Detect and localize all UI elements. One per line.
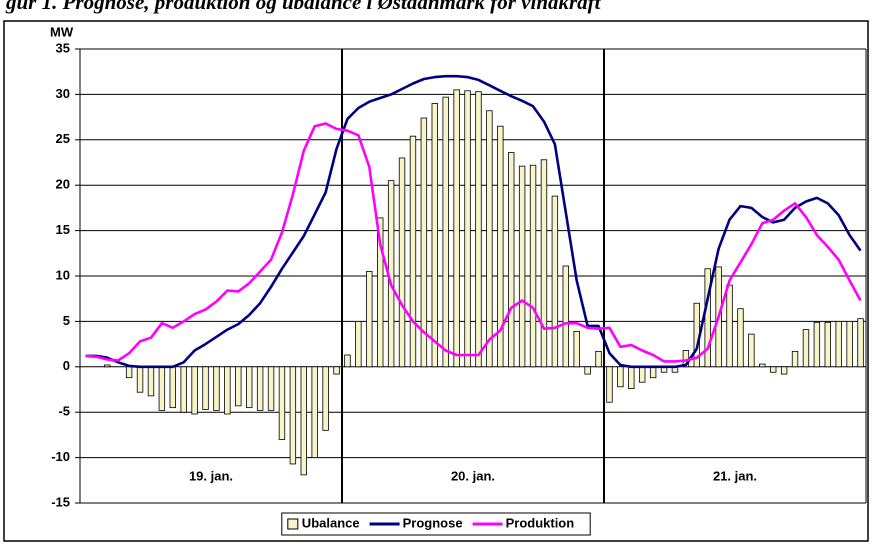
bar <box>475 91 482 368</box>
y-axis-label: MW <box>50 24 74 39</box>
y-tick-label: -10 <box>51 449 70 464</box>
bar <box>759 363 766 368</box>
bar <box>366 271 373 368</box>
bar <box>125 366 133 379</box>
y-tick-label: 5 <box>63 313 70 328</box>
bar <box>322 366 329 431</box>
bar <box>311 366 318 458</box>
y-tick-label: 35 <box>56 40 70 55</box>
bar <box>278 366 286 440</box>
bar <box>355 320 362 368</box>
bar <box>770 366 777 373</box>
caption: gur 1. Prognose, produktion og ubalance … <box>5 0 602 14</box>
bar <box>256 366 264 411</box>
line <box>85 74 862 369</box>
bar <box>628 366 635 389</box>
x-group-label: 19. jan. <box>189 468 233 483</box>
bar <box>169 366 176 409</box>
bar <box>442 96 449 368</box>
bar <box>486 110 493 368</box>
bar <box>518 165 526 368</box>
legend-label: Produktion <box>506 515 575 530</box>
bar <box>235 366 242 407</box>
bar <box>540 159 548 368</box>
bar <box>158 366 166 411</box>
bar <box>300 366 307 476</box>
bar <box>813 321 821 368</box>
y-tick-label: 25 <box>56 131 70 146</box>
bar <box>617 366 624 388</box>
y-tick-label: 15 <box>56 222 70 237</box>
y-tick-label: 10 <box>56 267 70 282</box>
legend-swatch <box>287 518 299 530</box>
x-group-label: 21. jan. <box>713 468 757 483</box>
bar <box>431 103 438 368</box>
bar <box>639 366 646 383</box>
bar <box>213 366 220 411</box>
bar <box>497 125 504 368</box>
bar <box>398 157 406 368</box>
bar <box>191 366 198 415</box>
bar <box>726 284 733 368</box>
bar <box>453 89 460 368</box>
bar <box>606 366 613 403</box>
bar <box>202 366 209 410</box>
line <box>85 122 862 363</box>
bar <box>529 164 537 368</box>
y-tick-label: 0 <box>63 358 70 373</box>
bar <box>802 329 810 368</box>
bar <box>267 366 275 411</box>
bar <box>420 117 428 368</box>
y-tick-label: -5 <box>58 404 70 419</box>
bar <box>748 333 755 368</box>
bar <box>791 350 799 368</box>
x-group-label: 20. jan. <box>451 468 495 483</box>
bar <box>409 135 417 368</box>
bar <box>649 366 657 379</box>
y-tick-label: -15 <box>51 494 70 509</box>
chart-frame <box>3 20 869 542</box>
bar <box>857 318 864 368</box>
bar <box>562 265 569 368</box>
bar <box>104 364 111 368</box>
bar <box>377 217 384 368</box>
bar <box>289 366 297 465</box>
bar <box>824 321 831 368</box>
bar <box>704 268 711 368</box>
bar <box>246 366 253 409</box>
bar <box>737 308 744 368</box>
bar <box>595 350 602 368</box>
bar <box>333 366 340 375</box>
bar <box>508 152 515 368</box>
y-tick-label: 20 <box>56 177 70 192</box>
bar <box>846 320 853 368</box>
bar <box>573 330 580 368</box>
y-tick-label: 30 <box>56 86 70 101</box>
legend-label: Ubalance <box>302 515 360 530</box>
bar <box>584 366 591 375</box>
bar <box>180 366 187 413</box>
bar <box>780 366 788 375</box>
bar <box>835 320 842 368</box>
bar <box>551 195 559 368</box>
bar <box>224 366 231 415</box>
bar <box>136 366 144 393</box>
legend-box <box>281 512 591 536</box>
bar <box>344 354 351 368</box>
bar <box>147 366 155 397</box>
legend-label: Prognose <box>403 515 463 530</box>
bar <box>464 90 471 368</box>
